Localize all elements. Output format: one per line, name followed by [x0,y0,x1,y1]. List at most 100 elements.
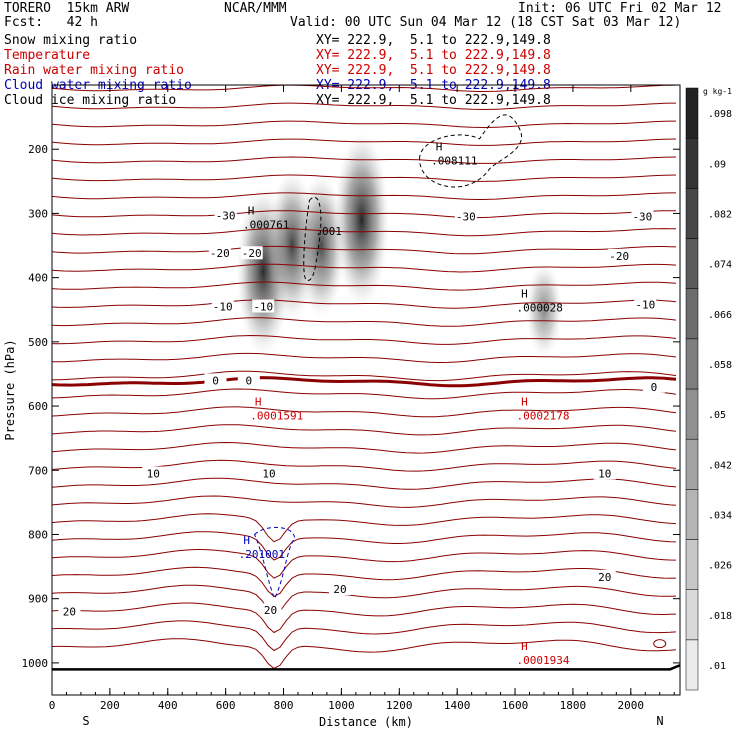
isotherm-contours [52,85,677,670]
extremum-marker-6: H [243,534,250,547]
temp-label-bg-3 [208,246,231,260]
colorbar-label-3: .034 [708,510,732,521]
isotherm-line-29 [52,602,677,634]
colorbar-cell-11 [685,87,699,139]
field-name-snow: Snow mixing ratio [4,33,138,48]
temp-label-bg-9 [204,373,227,387]
x-tick-label-10: 2000 [618,699,645,712]
extremum-value-7: .0001934 [516,654,569,667]
temp-label-bg-12 [142,466,165,480]
temp-label-bg-11 [642,379,665,393]
field-name-cloud-ice: Cloud ice mixing ratio [4,93,177,108]
y-tick-label-0: 200 [28,143,48,156]
isotherm-line-22 [52,477,677,490]
y-tick-label-5: 700 [28,464,48,477]
temp-label-3: -20 [210,247,230,260]
temp-label-15: 20 [63,606,76,619]
temp-label-bg-16 [259,603,282,617]
temp-label-bg-7 [252,299,275,313]
y-tick-label-1: 300 [28,207,48,220]
isotherm-line-8 [52,227,677,237]
y-tick-label-6: 800 [28,528,48,541]
temp-label-bg-10 [237,373,260,387]
colorbar-cell-3 [685,489,699,540]
x-tick-label-1: 200 [100,699,120,712]
colorbar-label-10: .09 [708,159,726,170]
temp-label-bg-8 [634,297,657,311]
colorbar-cell-0 [685,639,699,691]
isotherm-line-0 [52,85,677,92]
isotherm-line-18 [52,406,677,418]
temp-label-7: -10 [253,301,273,314]
isotherm-line-7 [52,210,677,219]
isotherm-line-25 [52,531,677,561]
extremum-marker-2: H [436,140,443,153]
field-xy-temperature: XY= 222.9, 5.1 to 222.9,149.8 [316,48,551,63]
mixing-ratio-contours [52,114,680,671]
x-tick-label-4: 800 [274,699,294,712]
extremum-value-6: .201001 [239,548,285,561]
isotherm-line-5 [52,174,677,182]
field-name-temperature: Temperature [4,48,91,63]
isotherm-line-27 [52,566,677,598]
field-name-rain: Rain water mixing ratio [4,63,185,78]
colorbar-cell-1 [685,589,699,641]
colorbar-label-0: .01 [708,661,726,672]
isotherm-line-23 [52,495,677,508]
temp-label-11: 0 [651,381,658,394]
isotherm-line-9 [52,245,677,255]
temp-label-2: -30 [632,211,652,224]
south-label: S [82,714,89,728]
colorbar-cell-4 [685,438,699,490]
isotherm-line-19 [52,424,677,436]
extremum-value-5: .0002178 [516,409,569,422]
x-tick-label-9: 1800 [560,699,587,712]
y-tick-label-2: 400 [28,272,48,285]
extremum-marker-5: H [521,395,528,408]
snow-core-4 [525,261,563,358]
freezing-level-line [52,376,677,388]
isotherm-line-1 [52,102,676,111]
temp-label-9: 0 [212,374,219,387]
temp-label-5: -20 [609,250,629,263]
north-label: N [656,714,663,728]
extremum-value-1: .001 [315,225,342,238]
extremum-marker-7: H [521,640,528,653]
cloud-ice-contour-center [303,196,322,282]
colorbar-label-5: .05 [708,410,726,421]
y-tick-label-3: 500 [28,336,48,349]
x-tick-label-8: 1600 [502,699,529,712]
temp-label-bg-5 [608,248,631,262]
snow-core-3 [334,132,389,307]
field-xy-snow: XY= 222.9, 5.1 to 222.9,149.8 [316,33,551,48]
extremum-value-4: .0001591 [250,409,303,422]
colorbar-label-9: .082 [708,209,732,220]
colorbar-cell-7 [685,288,699,340]
temp-label-16: 20 [264,604,277,617]
plot-frame [51,84,681,696]
extremum-value-0: .000761 [243,219,289,232]
colorbar-cell-9 [685,188,699,239]
x-tick-label-7: 1400 [444,699,471,712]
temp-label-13: 10 [262,467,275,480]
x-tick-label-0: 0 [49,699,56,712]
temp-label-1: -30 [456,211,476,224]
isotherm-line-6 [52,192,676,200]
colorbar-label-4: .042 [708,460,732,471]
colorbar-label-8: .074 [708,260,732,271]
colorbar-label-11: .098 [708,109,732,120]
init-label: Init: 06 UTC Fri 02 Mar 12 [518,1,722,16]
y-axis-title: Pressure (hPa) [3,339,17,440]
source-label: NCAR/MMM [224,1,287,16]
isotherm-line-4 [52,156,677,164]
colorbar-unit: g kg-1 [703,87,732,96]
colorbar-cell-5 [685,388,699,440]
colorbar-label-6: .058 [708,360,732,371]
temp-label-bg-18 [593,569,616,583]
temp-label-4: -20 [242,247,262,260]
isotherm-line-20 [52,441,677,454]
temp-label-8: -10 [635,299,655,312]
cloud-ice-contour-upper [419,114,522,188]
isotherm-line-12 [52,299,677,309]
